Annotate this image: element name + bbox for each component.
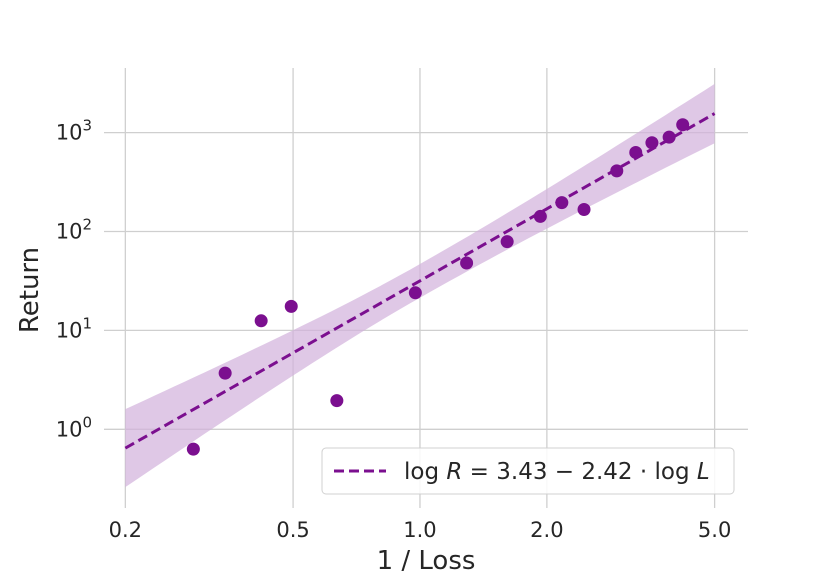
legend-box [321,447,735,495]
y-axis-label: Return [15,247,45,333]
y-tick-label: 101 [56,314,92,342]
data-point [460,256,474,270]
y-tick-label: 100 [56,413,92,441]
y-tick-label: 102 [56,215,92,243]
data-point [555,196,569,210]
data-point [676,118,690,132]
y-tick-labels: 100 101 102 103 [56,117,92,442]
y-tick-label: 103 [56,117,92,145]
x-axis-label: 1 / Loss [377,546,476,571]
data-point [577,202,591,216]
legend-label: log R = 3.43 − 2.42 · log L [404,459,710,485]
confidence-band [125,83,715,488]
data-point [629,145,643,159]
x-tick-label: 1.0 [403,518,436,542]
x-tick-label: 2.0 [530,518,563,542]
data-point [662,130,676,144]
x-tick-labels: 0.2 0.5 1.0 2.0 5.0 [109,518,732,542]
data-point [284,299,298,313]
data-point [500,235,514,249]
data-point [408,286,422,300]
data-point [645,136,659,150]
data-point [330,394,344,408]
legend: log R = 3.43 − 2.42 · log L [321,447,735,495]
x-tick-label: 0.5 [276,518,309,542]
data-point [610,164,624,178]
data-point [218,366,232,380]
scatter-points [186,118,690,456]
data-point [186,442,200,456]
x-tick-label: 5.0 [698,518,731,542]
x-tick-label: 0.2 [109,518,142,542]
data-point [533,209,547,223]
data-point [254,314,268,328]
